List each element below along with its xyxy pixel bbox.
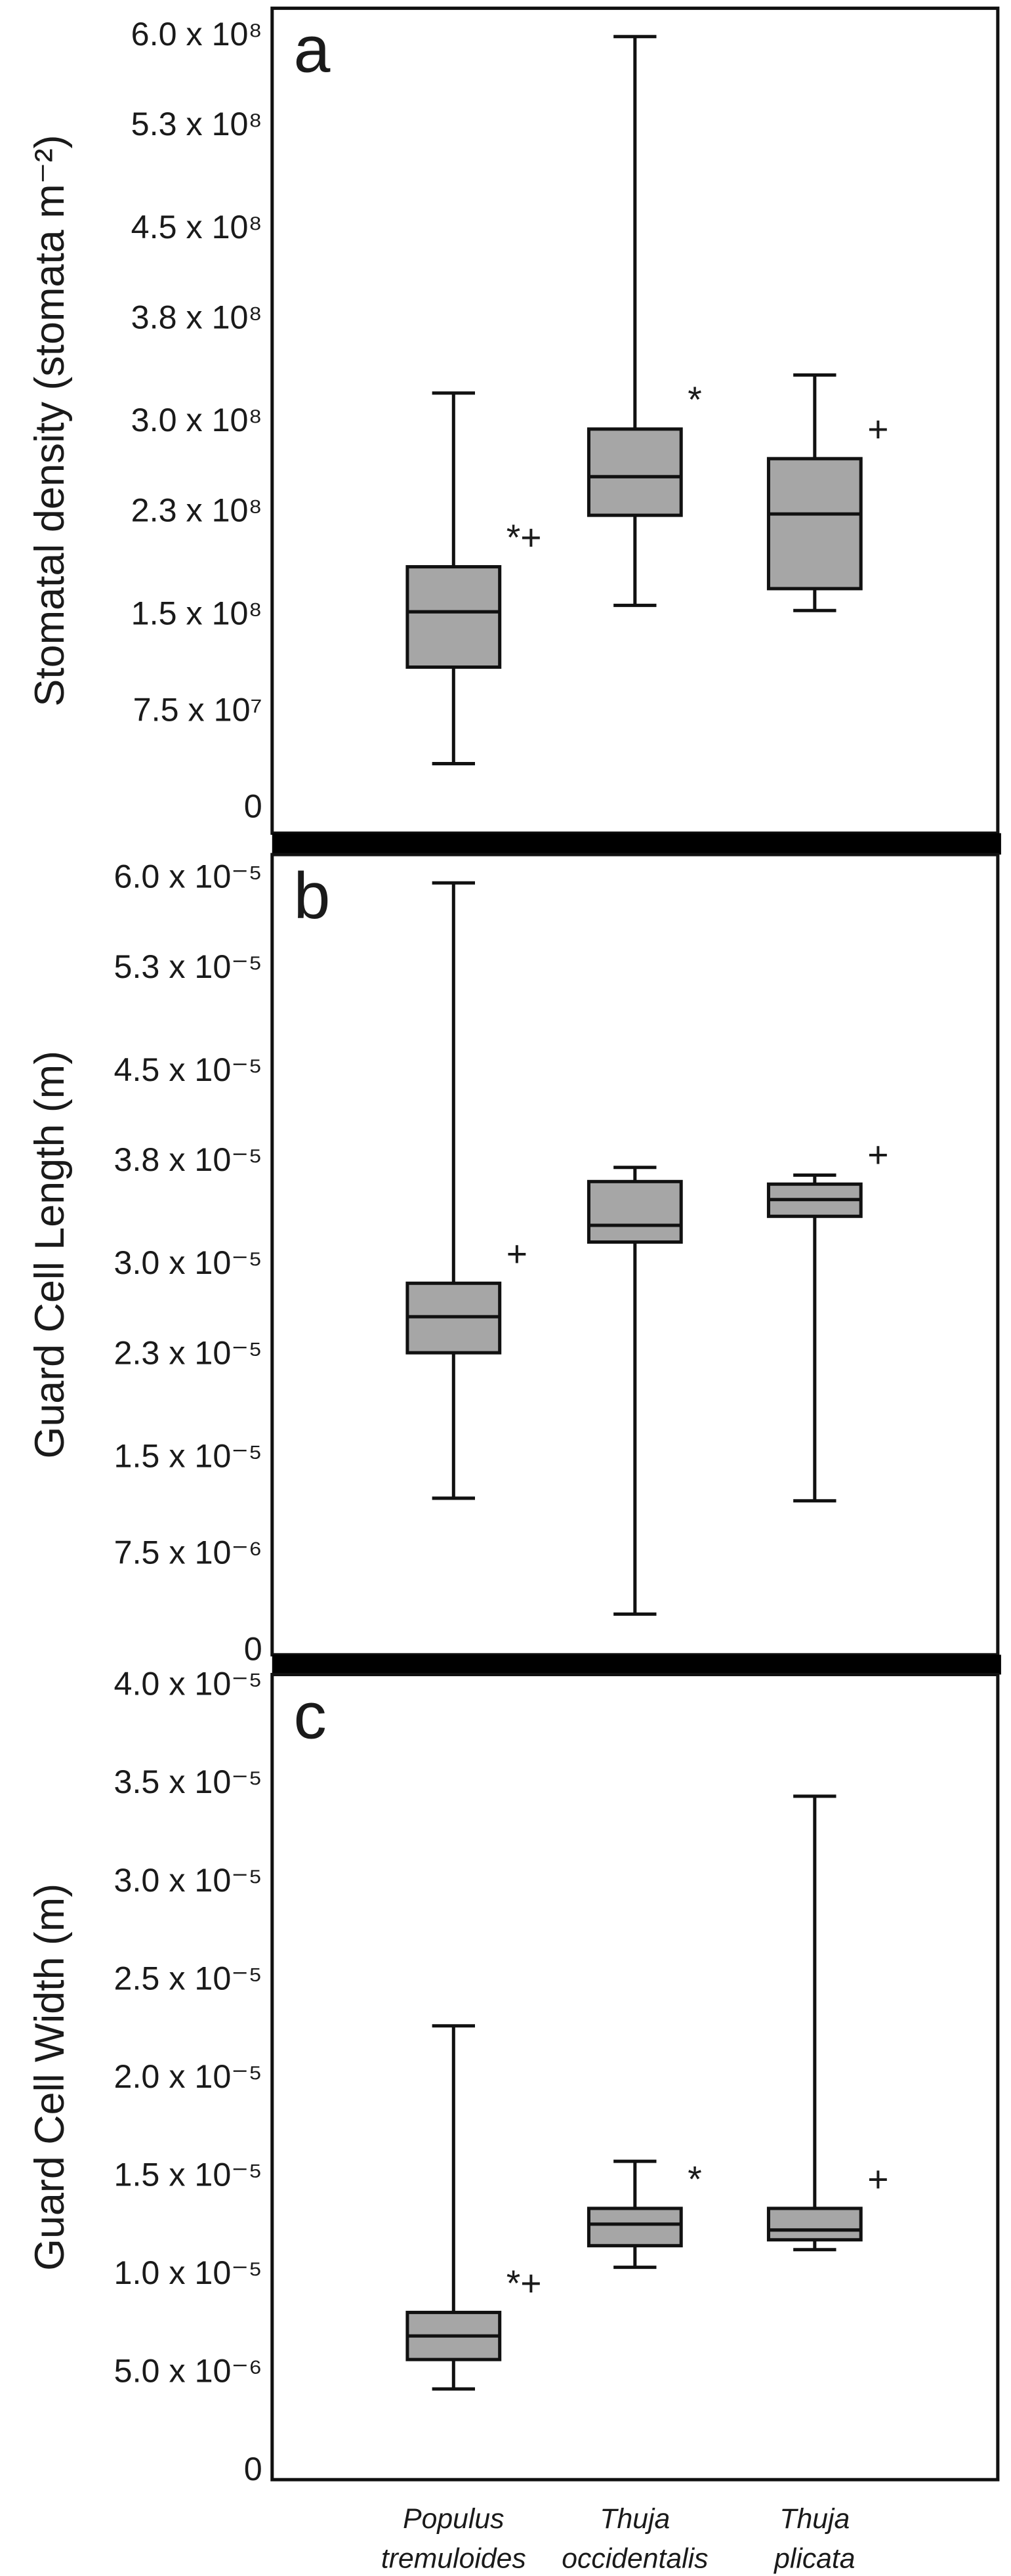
y-tick-label: 2.5 x 10⁻⁵ — [113, 1959, 262, 1996]
plot-frame — [270, 1672, 1000, 2481]
panel-label: c — [293, 1679, 326, 1752]
y-tick-label: 1.5 x 10⁻⁵ — [113, 1437, 262, 1474]
significance-mark: + — [867, 1135, 888, 1175]
y-tick-label: 6.0 x 10⁻⁵ — [113, 858, 262, 895]
y-tick-label: 3.8 x 10⁻⁵ — [113, 1141, 262, 1178]
panel-divider — [272, 833, 1001, 855]
box — [587, 427, 683, 517]
box — [405, 565, 502, 669]
y-tick-label: 5.3 x 10⁸ — [131, 105, 262, 142]
y-axis-title: Stomatal density (stomata m⁻²) — [27, 135, 73, 706]
significance-mark: *+ — [506, 2263, 542, 2304]
y-tick-label: 6.0 x 10⁸ — [131, 15, 262, 53]
x-tick-label: Populus tremuloides — [381, 2503, 526, 2574]
significance-mark: + — [506, 1234, 527, 1275]
y-tick-label: 2.0 x 10⁻⁵ — [113, 2058, 262, 2095]
y-tick-label: 4.5 x 10⁸ — [131, 208, 262, 245]
y-axis-title: Guard Cell Width (m) — [27, 1884, 73, 2271]
panel-divider — [272, 1655, 1001, 1675]
y-tick-label: 3.5 x 10⁻⁵ — [113, 1763, 262, 1800]
box — [587, 1179, 683, 1244]
x-tick-label: Thuja occidentalis — [562, 2503, 708, 2574]
y-tick-label: 1.0 x 10⁻⁵ — [113, 2254, 262, 2291]
significance-mark: * — [688, 2159, 702, 2199]
y-tick-label: 2.3 x 10⁸ — [131, 491, 262, 528]
y-tick-label: 4.0 x 10⁻⁵ — [113, 1665, 262, 1702]
significance-mark: *+ — [506, 517, 542, 558]
y-tick-label: 3.0 x 10⁸ — [131, 401, 262, 438]
box — [766, 457, 863, 591]
y-tick-label: 1.5 x 10⁻⁵ — [113, 2155, 262, 2193]
y-tick-label: 3.8 x 10⁸ — [131, 298, 262, 335]
box — [766, 2206, 863, 2242]
panel-label: a — [293, 13, 330, 87]
significance-mark: + — [867, 409, 888, 450]
box — [587, 2206, 683, 2248]
x-tick-label: Thuja plicata — [773, 2503, 855, 2574]
y-axis-title: Guard Cell Length (m) — [27, 1051, 73, 1459]
y-tick-label: 0 — [244, 787, 262, 824]
y-tick-label: 1.5 x 10⁸ — [131, 594, 262, 631]
y-tick-label: 3.0 x 10⁻⁵ — [113, 1861, 262, 1899]
y-tick-label: 2.3 x 10⁻⁵ — [113, 1334, 262, 1371]
y-tick-label: 0 — [244, 1630, 262, 1667]
y-tick-label: 0 — [244, 2450, 262, 2487]
significance-mark: * — [688, 379, 702, 420]
y-tick-label: 3.0 x 10⁻⁵ — [113, 1244, 262, 1281]
significance-mark: + — [867, 2159, 888, 2199]
panel-label: b — [293, 859, 330, 933]
y-tick-label: 7.5 x 10⁷ — [133, 690, 262, 728]
y-tick-label: 5.3 x 10⁻⁵ — [113, 948, 262, 985]
y-tick-label: 7.5 x 10⁻⁶ — [114, 1533, 262, 1571]
y-tick-label: 4.5 x 10⁻⁵ — [113, 1051, 262, 1088]
y-tick-label: 5.0 x 10⁻⁶ — [114, 2352, 262, 2389]
